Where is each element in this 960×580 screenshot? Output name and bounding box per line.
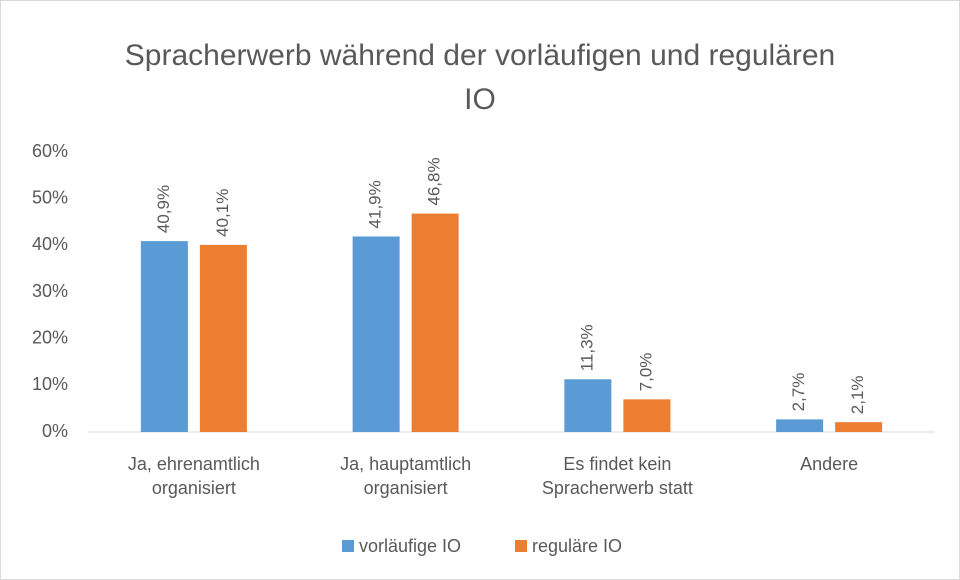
bar: [623, 399, 671, 432]
y-tick-label: 10%: [32, 374, 68, 394]
x-tick-label: Andere: [800, 454, 859, 474]
data-label: 2,7%: [789, 373, 808, 412]
bar: [564, 379, 612, 432]
y-tick-label: 40%: [32, 234, 68, 254]
bar: [352, 236, 400, 432]
data-label: 7,0%: [636, 353, 655, 392]
y-tick-label: 20%: [32, 327, 68, 347]
data-label: 40,9%: [154, 185, 173, 233]
y-tick-label: 0%: [42, 421, 68, 441]
data-label: 40,1%: [213, 189, 232, 237]
x-tick-label: Ja, hauptamtlich organisiert: [340, 454, 472, 498]
bar: [411, 213, 459, 432]
chart-title: Spracherwerb während der vorläufigen und…: [124, 39, 836, 116]
y-tick-label: 60%: [32, 141, 68, 161]
bar: [140, 241, 188, 432]
legend-swatch: [342, 540, 354, 552]
data-label: 11,3%: [577, 324, 596, 371]
legend-label: reguläre IO: [532, 536, 622, 556]
y-tick-label: 50%: [32, 187, 68, 207]
y-tick-label: 30%: [32, 281, 68, 301]
data-label: 2,1%: [848, 375, 867, 414]
legend-label: vorläufige IO: [359, 536, 461, 556]
bar: [776, 419, 824, 432]
x-tick-label: Ja, ehrenamtlich organisiert: [127, 454, 260, 498]
x-tick-label: Es findet kein Spracherwerb statt: [541, 454, 693, 498]
bar: [199, 244, 247, 432]
data-label: 46,8%: [425, 157, 444, 205]
data-label: 41,9%: [366, 180, 385, 228]
bar: [835, 422, 883, 432]
legend-swatch: [515, 540, 527, 552]
